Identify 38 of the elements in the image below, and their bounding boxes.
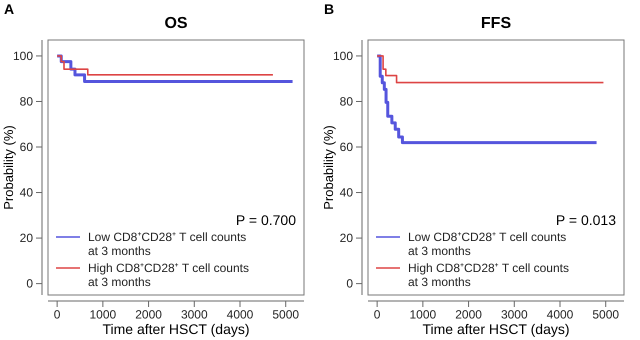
text: B [324,1,334,17]
legend-label: Low CD8⁺CD28⁺ T cell counts at 3 months [88,230,246,258]
legend-label: Low CD8⁺CD28⁺ T cell counts at 3 months [408,230,566,258]
y-tick-label: 100 [332,48,354,63]
chart-title: FFS [480,15,512,32]
text: A [4,1,14,17]
x-tick-label: 5000 [592,308,620,322]
x-tick-label: 4000 [546,308,574,322]
x-tick-label: 2000 [135,308,162,322]
x-tick-label: 2000 [455,308,482,322]
x-tick-label: 1000 [410,308,437,322]
y-tick-label: 60 [20,140,34,154]
y-tick-label: 80 [20,94,34,108]
x-tick-label: 3000 [500,308,528,322]
x-axis-title: Time after HSCT (days) [102,321,250,337]
y-tick-label: 60 [340,140,354,154]
x-tick-label: 0 [54,308,61,322]
y-axis-title: Probability (%) [1,125,16,210]
x-tick-label: 1000 [90,308,117,322]
annotation: P = 0.013 [556,212,616,228]
annotation: P = 0.700 [236,212,296,228]
x-tick-label: 4000 [226,308,254,322]
y-tick-label: 40 [20,185,34,200]
y-tick-label: 0 [26,276,34,290]
x-tick-label: 0 [374,308,381,322]
x-tick-label: 5000 [272,308,300,322]
legend-label: High CD8⁺CD28⁺ T cell counts at 3 months [88,261,249,289]
y-tick-label: 20 [20,230,34,245]
chart-title: OS [164,15,188,32]
y-tick-label: 40 [340,185,354,200]
x-tick-label: 3000 [180,308,208,322]
y-tick-label: 20 [340,230,354,245]
y-tick-label: 100 [12,48,34,63]
legend-label: High CD8⁺CD28⁺ T cell counts at 3 months [408,261,569,289]
y-axis-title: Probability (%) [321,125,336,210]
y-tick-label: 0 [346,276,354,290]
x-axis-title: Time after HSCT (days) [422,321,570,337]
y-tick-label: 80 [340,94,354,108]
